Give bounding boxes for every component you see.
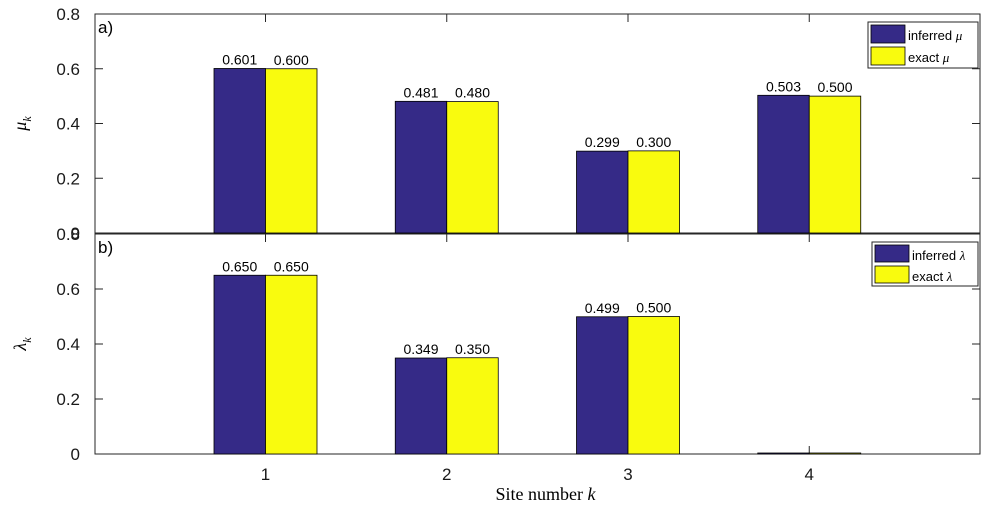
bar-exact-site-2 [446,357,499,455]
bar-exact-site-4 [808,452,862,455]
bar-exact-site-4 [808,95,862,234]
data-label: 0.350 [455,341,490,357]
chart-panel-a: 0 0.2 0.4 0.6 0.8 0.601 0.481 0.299 0.503 0.600 0.… [10,5,981,243]
bar-exact-site-1 [265,274,318,455]
panel-tag: b) [98,238,113,257]
y-axis-label: μk [10,116,34,132]
data-label: 0.499 [585,300,620,316]
x-axis-label: Site number k [496,484,597,504]
data-label: 0.480 [455,85,490,101]
legend-swatch [874,244,910,263]
panel-tag: a) [98,18,113,37]
data-label: 0.650 [222,258,257,274]
chart-panel-b: 0 0.2 0.4 0.6 0.8 1 2 3 4 0.650 0.349 0.499 0.650 0.3… [10,225,981,504]
y-tick-label: 0 [71,445,80,464]
y-tick-label: 0 [71,224,80,243]
legend-entry: exact λ [912,269,953,284]
legend-entry: inferred μ [908,28,963,43]
data-label: 0.300 [636,134,671,150]
data-label: 0.500 [636,300,671,316]
legend-swatch [870,24,906,44]
bar-exact-site-2 [446,101,499,234]
legend: inferred λ exact λ [871,241,979,287]
y-tick-label: 0.2 [56,390,80,409]
legend-swatch [874,265,910,284]
bar-exact-site-3 [627,150,680,234]
x-tick-label: 1 [261,465,270,484]
bar-inferred-site-1 [213,274,266,455]
x-tick-label: 2 [442,465,451,484]
data-label: 0.600 [274,52,309,68]
bar-inferred-site-3 [576,150,629,234]
bar-inferred-site-1 [213,68,266,234]
data-label: 0.601 [222,51,257,67]
bar-exact-site-3 [627,316,680,455]
data-label: 0.503 [766,78,801,94]
bar-inferred-site-2 [394,357,448,455]
bar-inferred-site-4 [757,452,810,455]
legend-entry: exact μ [908,50,950,65]
y-tick-label: 0.6 [56,280,80,299]
y-tick-label: 0.4 [56,115,80,134]
bar-inferred-site-4 [757,94,810,234]
y-tick-label: 0.6 [56,60,80,79]
data-label: 0.299 [585,134,620,150]
y-tick-label: 0.2 [56,169,80,188]
y-tick-label: 0.8 [56,225,80,244]
y-axis-label: λk [10,337,34,352]
y-tick-label: 0.4 [56,335,80,354]
x-tick-label: 3 [623,465,632,484]
data-label: 0.500 [817,79,852,95]
data-label: 0.650 [274,258,309,274]
legend-swatch [870,46,906,66]
y-tick-label: 0.8 [56,5,80,24]
legend: inferred μ exact μ [867,21,979,69]
x-tick-label: 4 [805,465,814,484]
bar-exact-site-1 [265,68,318,234]
bar-inferred-site-2 [394,100,448,234]
legend-entry: inferred λ [912,248,966,263]
bar-inferred-site-3 [576,316,629,455]
data-label: 0.481 [403,84,438,100]
data-label: 0.349 [403,341,438,357]
